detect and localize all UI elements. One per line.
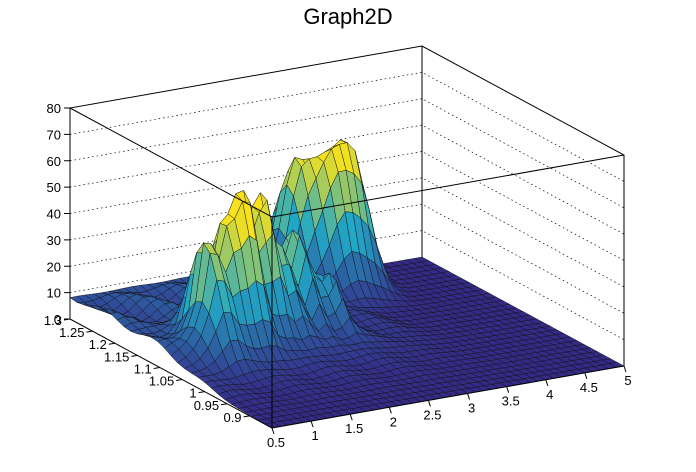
y-tick-label: 0.9 (223, 410, 241, 425)
x-tick-label: 5 (624, 373, 631, 388)
z-tick-label: 30 (47, 233, 61, 248)
x-tick-label: 3 (468, 401, 475, 416)
z-tick-label: 10 (47, 286, 61, 301)
x-axis: 0.5 1 1.5 2 2.5 3 3.5 4 4.5 5 (267, 365, 632, 450)
z-tick-label: 20 (47, 259, 61, 274)
y-tick-mark (63, 318, 71, 321)
y-axis-line (69, 318, 273, 429)
z-tick-label: 70 (47, 127, 61, 142)
y-tick-mark (198, 391, 205, 394)
z-tick-label: 0 (54, 312, 61, 327)
x-tick-mark (467, 393, 471, 400)
x-tick-mark (349, 414, 353, 421)
y-tick-label: 1.3 (44, 313, 62, 328)
y-tick-mark (86, 330, 93, 333)
z-tick-label: 80 (47, 101, 61, 116)
y-tick-mark (108, 342, 115, 345)
y-tick-label: 1.05 (149, 374, 174, 389)
z-tick-label: 60 (47, 154, 61, 169)
y-tick-mark (153, 366, 160, 369)
x-tick-mark (506, 386, 510, 393)
x-tick-mark (271, 427, 275, 435)
x-tick-label: 3.5 (502, 394, 520, 409)
x-tick-label: 2 (390, 414, 397, 429)
y-tick-label: 1 (189, 386, 196, 401)
y-tick-mark (176, 379, 183, 382)
x-tick-mark (388, 407, 392, 414)
x-tick-mark (623, 365, 627, 373)
x-tick-label: 2.5 (423, 407, 441, 422)
x-tick-mark (310, 420, 314, 428)
x-tick-label: 0.5 (267, 435, 285, 450)
x-tick-mark (427, 400, 431, 407)
y-tick-label: 1.1 (134, 361, 152, 376)
x-tick-label: 4 (546, 387, 553, 402)
y-axis: 0.9 0.951 1.051.1 1.151.2 1.251.3 (44, 313, 250, 425)
z-tick-label: 40 (47, 207, 61, 222)
z-axis: 0 10 20 30 40 50 60 70 80 (47, 101, 71, 327)
y-tick-label: 1.15 (104, 349, 129, 364)
x-tick-label: 1 (311, 428, 318, 443)
surface-mesh (69, 139, 625, 428)
z-tick-label: 50 (47, 180, 61, 195)
x-tick-label: 1.5 (345, 421, 363, 436)
y-tick-mark (131, 354, 138, 357)
x-tick-mark (584, 372, 588, 380)
x-axis-line (271, 365, 625, 429)
y-tick-label: 1.2 (89, 337, 107, 352)
y-tick-mark (221, 403, 228, 406)
y-tick-label: 0.95 (194, 398, 219, 413)
y-tick-mark (243, 415, 250, 418)
chart-title: Graph2D (303, 4, 392, 29)
y-tick-label: 1.25 (59, 325, 84, 340)
front-frame (69, 107, 625, 429)
x-tick-label: 4.5 (580, 380, 598, 395)
x-tick-mark (545, 379, 549, 386)
